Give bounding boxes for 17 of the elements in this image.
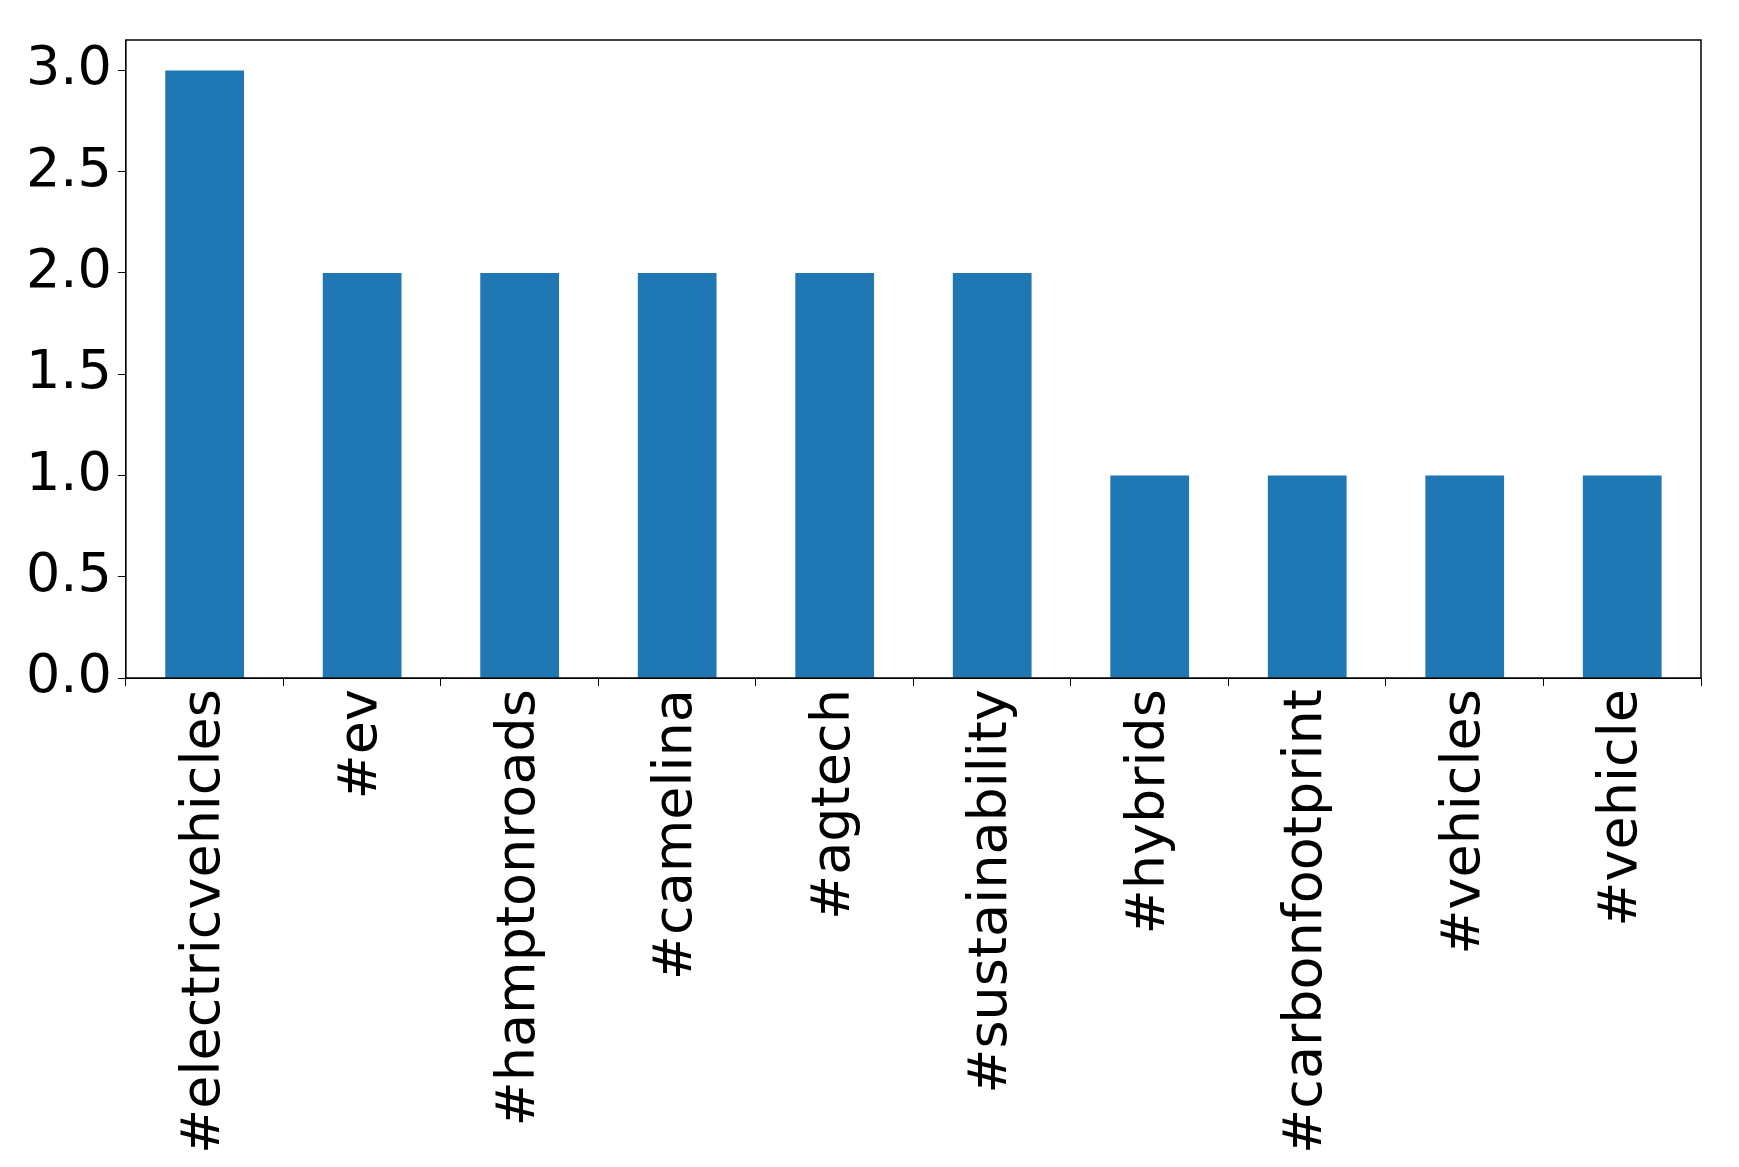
x-tick-label: #ev xyxy=(326,689,390,800)
y-tick-label: 0.5 xyxy=(25,540,112,604)
x-tick-label: #agtech xyxy=(798,689,862,921)
y-tick-label: 3.0 xyxy=(25,34,112,98)
x-tick-label: #camelina xyxy=(641,689,705,981)
y-tick-label: 2.0 xyxy=(25,236,112,300)
x-tick-label: #vehicles xyxy=(1428,689,1492,955)
y-tick-label: 2.5 xyxy=(25,135,112,199)
x-tick-label: #carbonfootprint xyxy=(1271,689,1335,1154)
y-tick-label: 1.5 xyxy=(25,338,112,402)
x-tick-label: #vehicle xyxy=(1586,689,1650,927)
x-tick-label: #hamptonroads xyxy=(483,689,547,1127)
x-tick-label: #hybrids xyxy=(1113,689,1177,935)
y-tick-label: 1.0 xyxy=(25,439,112,503)
y-tick-label: 0.0 xyxy=(25,642,112,706)
x-tick-label: #sustainability xyxy=(956,689,1020,1094)
x-tick-label: #electricvehicles xyxy=(168,689,232,1154)
